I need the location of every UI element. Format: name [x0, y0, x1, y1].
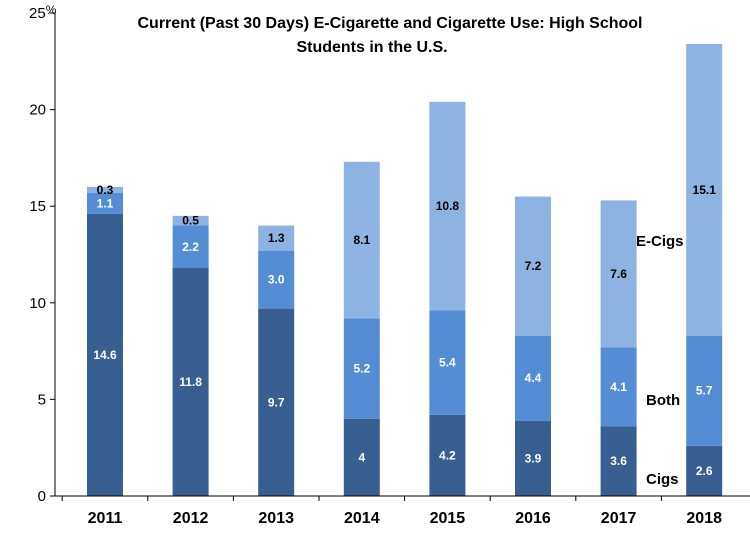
bars: 14.6 1.10.3 11.8 2.2 0.5 9.7 3.0 1.3 4 5.2 8.1 4.2 5…: [87, 43, 723, 497]
bar-e-cigs-2017: [600, 200, 637, 348]
x-tick-label-2013: 2013: [258, 510, 294, 527]
bar-cigs-2017: [600, 426, 637, 496]
bar-cigs-2011: [87, 213, 123, 497]
data-label-both-2014: 5.2: [353, 361, 370, 375]
y-axis: 0 5 10 15 20 25%: [29, 3, 57, 505]
data-label-e-cigs-2013: 1.3: [268, 231, 285, 245]
data-label-cigs-2015: 4.2: [439, 448, 456, 462]
x-tick-label-2017: 2017: [601, 510, 637, 527]
data-label-e-cigs-2015: 10.8: [436, 199, 460, 213]
y-tick-label-20: 20: [29, 102, 46, 119]
data-label-cigs-2011: 14.6: [93, 348, 117, 362]
bar-e-cigs-2015: [429, 101, 466, 311]
series-label-e-cigs: E-Cigs: [636, 233, 684, 250]
data-label-cigs-2012: 11.8: [179, 375, 202, 389]
bar-cigs-2013: [258, 308, 295, 496]
series-label-cigs: Cigs: [646, 471, 679, 488]
data-label-both-2017: 4.1: [610, 380, 627, 394]
bar-cigs-2014: [343, 418, 380, 496]
data-label-cigs-2013: 9.7: [268, 395, 285, 409]
bar-cigs-2012: [172, 268, 209, 496]
bar-e-cigs-2018: [686, 43, 723, 336]
x-tick-label-2016: 2016: [515, 510, 551, 527]
y-tick-label-15: 15: [29, 198, 46, 215]
bar-cigs-2015: [429, 414, 466, 496]
bar-both-2018: [686, 335, 723, 446]
data-label-e-cigs-2017: 7.6: [610, 267, 627, 281]
chart-title-line-1: Current (Past 30 Days) E-Cigarette and C…: [138, 15, 643, 32]
x-tick-label-2011: 2011: [88, 510, 123, 527]
bar-e-cigs-2012: [172, 215, 209, 226]
series-labels: Cigs Both E-Cigs: [636, 233, 684, 488]
data-label-both-2011: 1.1: [97, 196, 114, 210]
chart-title-line-2: Students in the U.S.: [296, 39, 447, 56]
data-label-cigs-2016: 3.9: [525, 451, 542, 465]
bar-e-cigs-2014: [343, 161, 380, 319]
y-tick-label-0: 0: [38, 488, 46, 505]
data-label-e-cigs-2018: 15.1: [693, 183, 717, 197]
y-tick-label-10: 10: [29, 295, 46, 312]
x-tick-label-2018: 2018: [686, 510, 722, 527]
bar-both-2011: [87, 192, 123, 214]
chart-title: Current (Past 30 Days) E-Cigarette and C…: [138, 15, 643, 56]
data-label-both-2015: 5.4: [439, 356, 456, 370]
bar-both-2017: [600, 347, 637, 427]
data-label-e-cigs-2011: 0.3: [97, 183, 114, 197]
series-label-both: Both: [646, 392, 680, 409]
data-label-e-cigs-2016: 7.2: [525, 259, 542, 273]
y-tick-label-25: 25%: [29, 3, 57, 22]
bar-e-cigs-2013: [258, 225, 295, 251]
data-label-e-cigs-2012: 0.5: [182, 214, 199, 228]
bar-both-2016: [515, 335, 551, 421]
bar-cigs-2018: [686, 445, 723, 496]
x-axis: 2011 2012 2013 2014 2015 2016 2017 2018: [55, 495, 750, 527]
data-label-cigs-2017: 3.6: [610, 454, 627, 468]
data-label-both-2016: 4.4: [525, 371, 542, 385]
y-unit-label: %: [46, 3, 57, 17]
data-label-cigs-2014: 4: [358, 450, 365, 464]
bar-e-cigs-2011: [87, 186, 123, 193]
data-label-both-2012: 2.2: [182, 240, 199, 254]
y-tick-label-5: 5: [38, 391, 46, 408]
bar-both-2012: [172, 225, 209, 269]
data-label-both-2013: 3.0: [268, 273, 285, 287]
bar-cigs-2016: [515, 420, 551, 496]
data-label-cigs-2018: 2.6: [696, 464, 713, 478]
x-tick-label-2015: 2015: [430, 510, 466, 527]
data-label-e-cigs-2014: 8.1: [353, 233, 370, 247]
x-tick-label-2012: 2012: [173, 510, 209, 527]
bar-both-2014: [343, 318, 380, 419]
data-label-both-2018: 5.7: [696, 384, 713, 398]
bar-both-2015: [429, 310, 466, 415]
x-tick-label-2014: 2014: [344, 510, 380, 527]
bar-e-cigs-2016: [515, 196, 551, 336]
bar-both-2013: [258, 250, 295, 309]
